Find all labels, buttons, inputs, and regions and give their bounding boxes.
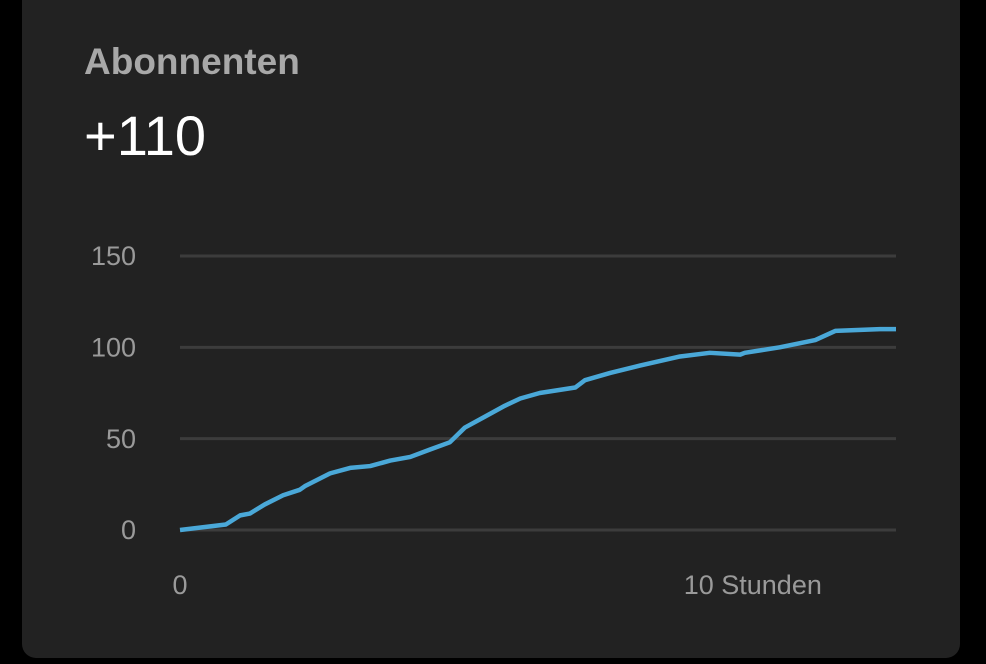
card [22, 0, 960, 658]
card-title: Abonnenten [84, 41, 300, 82]
y-tick-label: 150 [91, 241, 136, 271]
y-tick-label: 100 [91, 332, 136, 362]
x-tick-label: 0 [172, 570, 187, 600]
x-tick-label: 10 Stunden [684, 570, 822, 600]
data-line [179, 326, 896, 533]
card-value: +110 [84, 104, 206, 167]
y-tick-label: 50 [106, 424, 136, 454]
y-tick-label: 0 [121, 515, 136, 545]
chart: 0 50 100 150 0 10 Stunden [91, 241, 896, 600]
